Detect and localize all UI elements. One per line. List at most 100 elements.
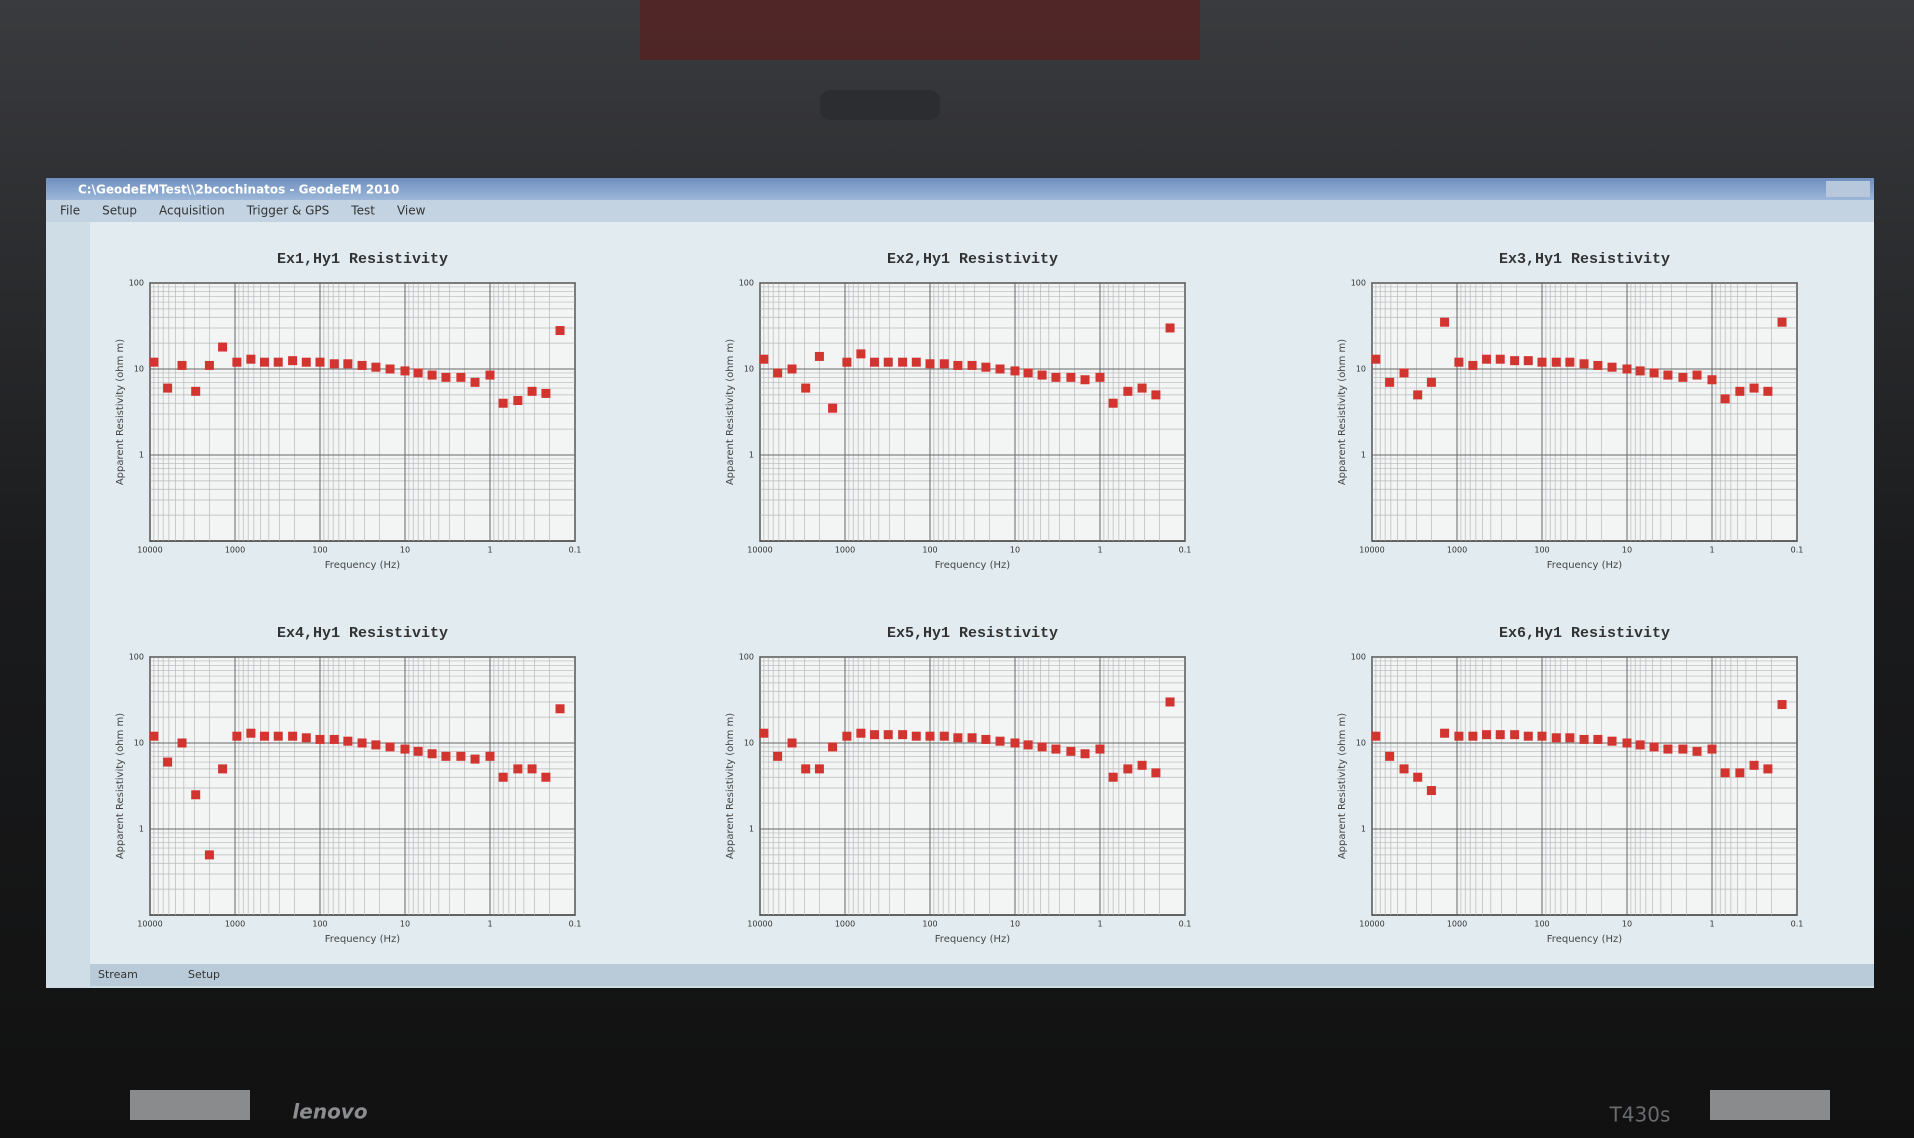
x-tick-label: 10 — [1622, 920, 1632, 929]
y-tick-label: 1 — [139, 825, 144, 834]
plot-area — [1372, 283, 1797, 541]
x-tick-label: 10 — [1010, 546, 1020, 555]
y-axis-label: Apparent Resistivity (ohm m) — [725, 713, 736, 859]
data-point — [260, 358, 269, 367]
data-point — [274, 358, 283, 367]
data-point — [149, 732, 158, 741]
data-point — [330, 359, 339, 368]
data-point — [788, 739, 797, 748]
y-tick-label: 1 — [139, 451, 144, 460]
x-tick-label: 1 — [487, 546, 492, 555]
plot-area — [150, 657, 575, 915]
x-tick-label: 1000 — [835, 546, 855, 555]
window-controls[interactable] — [1826, 181, 1870, 197]
x-tick-label: 10000 — [137, 546, 162, 555]
data-point — [456, 752, 465, 761]
data-point — [1735, 768, 1744, 777]
data-point — [1011, 739, 1020, 748]
data-point — [260, 732, 269, 741]
y-tick-label: 1 — [749, 451, 754, 460]
data-point — [1371, 732, 1380, 741]
x-axis-label: Frequency (Hz) — [935, 934, 1011, 945]
data-point — [1678, 745, 1687, 754]
data-point — [1538, 732, 1547, 741]
data-point — [401, 366, 410, 375]
data-point — [842, 358, 851, 367]
data-point — [1413, 390, 1422, 399]
data-point — [1538, 358, 1547, 367]
data-point — [1454, 358, 1463, 367]
menu-item[interactable]: View — [397, 204, 426, 218]
menu-item[interactable]: Test — [350, 204, 375, 218]
x-tick-label: 10 — [1622, 546, 1632, 555]
data-point — [1400, 368, 1409, 377]
data-point — [856, 729, 865, 738]
menu-item[interactable]: Trigger & GPS — [246, 204, 330, 218]
data-point — [274, 732, 283, 741]
x-tick-label: 0.1 — [1791, 920, 1804, 929]
data-point — [232, 358, 241, 367]
menu-item[interactable]: File — [60, 204, 80, 218]
y-axis-label: Apparent Resistivity (ohm m) — [725, 339, 736, 485]
data-point — [1468, 732, 1477, 741]
data-point — [1454, 732, 1463, 741]
data-point — [371, 740, 380, 749]
data-point — [358, 361, 367, 370]
data-point — [246, 729, 255, 738]
data-point — [1693, 747, 1702, 756]
x-tick-label: 10 — [1010, 920, 1020, 929]
plot-area — [760, 657, 1185, 915]
x-tick-label: 100 — [1534, 920, 1549, 929]
plot-area — [1372, 657, 1797, 915]
hinge — [130, 1090, 250, 1120]
data-point — [541, 773, 550, 782]
data-point — [1721, 768, 1730, 777]
x-tick-label: 10000 — [1359, 546, 1384, 555]
menu-item[interactable]: Setup — [102, 204, 137, 218]
data-point — [414, 368, 423, 377]
x-axis-label: Frequency (Hz) — [935, 560, 1011, 571]
x-tick-label: 1000 — [1447, 920, 1467, 929]
data-point — [1096, 373, 1105, 382]
y-tick-label: 10 — [134, 739, 144, 748]
data-point — [1109, 773, 1118, 782]
chart-title: Ex4,Hy1 Resistivity — [277, 625, 448, 642]
data-point — [953, 733, 962, 742]
data-point — [926, 359, 935, 368]
data-point — [486, 371, 495, 380]
data-point — [191, 387, 200, 396]
y-tick-label: 10 — [134, 365, 144, 374]
data-point — [218, 343, 227, 352]
data-point — [178, 361, 187, 370]
data-point — [1763, 387, 1772, 396]
data-point — [1593, 735, 1602, 744]
menu-item[interactable]: Acquisition — [159, 204, 225, 218]
data-point — [1151, 390, 1160, 399]
data-point — [884, 358, 893, 367]
data-point — [428, 371, 437, 380]
data-point — [471, 378, 480, 387]
x-tick-label: 100 — [922, 920, 937, 929]
data-point — [1011, 366, 1020, 375]
data-point — [528, 764, 537, 773]
x-tick-label: 1 — [487, 920, 492, 929]
x-tick-label: 1 — [1097, 546, 1102, 555]
data-point — [1580, 359, 1589, 368]
data-point — [499, 399, 508, 408]
data-point — [1778, 700, 1787, 709]
data-point — [1608, 737, 1617, 746]
data-point — [884, 730, 893, 739]
chart-title: Ex1,Hy1 Resistivity — [277, 251, 448, 268]
x-tick-label: 0.1 — [1791, 546, 1804, 555]
data-point — [1565, 358, 1574, 367]
data-point — [870, 730, 879, 739]
data-point — [1623, 739, 1632, 748]
data-point — [968, 361, 977, 370]
data-point — [1524, 356, 1533, 365]
background-object — [640, 0, 1200, 60]
data-point — [759, 355, 768, 364]
data-point — [828, 404, 837, 413]
data-point — [1636, 366, 1645, 375]
data-point — [1038, 371, 1047, 380]
data-point — [1109, 399, 1118, 408]
